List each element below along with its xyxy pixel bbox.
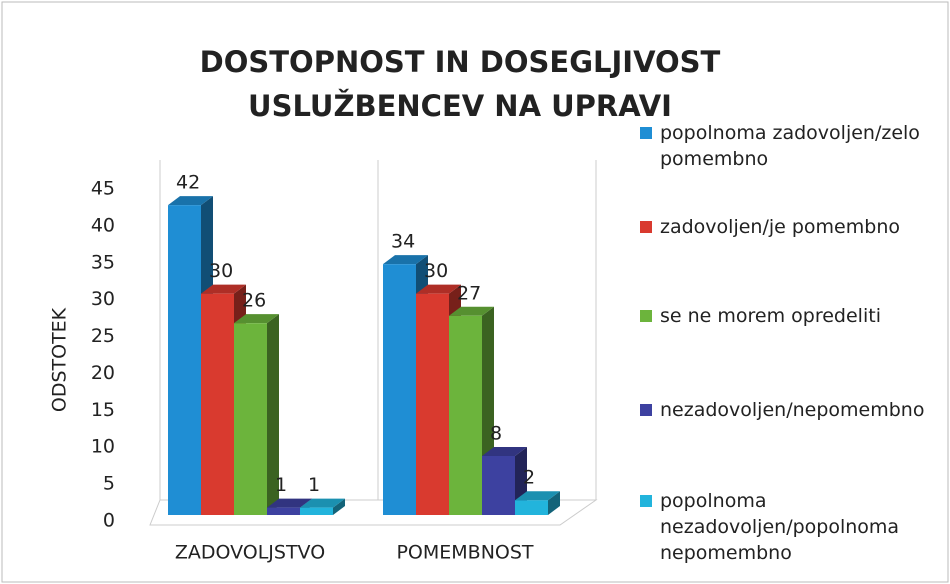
legend-label: popolnoma zadovoljen/zelo pomembno — [660, 122, 920, 170]
bar-top — [234, 314, 279, 324]
legend-item: se ne morem opredeliti — [640, 303, 940, 329]
data-label: 42 — [176, 172, 200, 194]
data-label: 1 — [275, 474, 287, 496]
y-axis-label: ODSTOTEK — [49, 307, 71, 412]
bar — [201, 293, 234, 515]
bar — [449, 315, 482, 515]
bar-side — [333, 498, 345, 515]
chart-title: DOSTOPNOST IN DOSEGLJIVOST USLUŽBENCEV N… — [199, 45, 721, 123]
bar — [515, 500, 548, 515]
bar — [234, 323, 267, 515]
bar-top — [168, 196, 213, 206]
bar — [168, 205, 201, 515]
legend-item: nezadovoljen/nepomembno — [640, 397, 940, 423]
legend-swatch — [640, 404, 652, 416]
y-tick-label: 45 — [91, 178, 115, 200]
data-label: 30 — [209, 260, 233, 282]
data-label: 1 — [308, 474, 320, 496]
legend-item: popolnoma nezadovoljen/popolnoma nepomem… — [640, 488, 940, 566]
legend-swatch — [640, 495, 652, 507]
data-label: 8 — [490, 422, 502, 444]
x-tick-label: POMEMBNOST — [396, 542, 533, 564]
bar-top — [300, 498, 345, 508]
bar-top — [201, 284, 246, 294]
data-label: 2 — [523, 467, 535, 489]
bar — [416, 293, 449, 515]
legend-item: zadovoljen/je pomembno — [640, 214, 940, 240]
y-tick-label: 20 — [91, 362, 115, 384]
legend-swatch — [640, 310, 652, 322]
data-label: 26 — [242, 290, 266, 312]
bar-side — [267, 314, 279, 515]
bar-top — [416, 284, 461, 294]
legend-label: zadovoljen/je pomembno — [660, 216, 900, 238]
legend-label: se ne morem opredeliti — [660, 305, 881, 327]
bar — [300, 507, 333, 515]
y-tick-label: 15 — [91, 399, 115, 421]
bar-top — [515, 491, 560, 501]
bar — [383, 264, 416, 515]
bar-side — [548, 491, 560, 515]
data-label: 34 — [391, 231, 415, 253]
legend-swatch — [640, 221, 652, 233]
data-label: 27 — [457, 282, 481, 304]
legend-item: popolnoma zadovoljen/zelo pomembno — [640, 120, 940, 172]
x-tick-label: ZADOVOLJSTVO — [175, 542, 325, 564]
y-tick-label: 30 — [91, 288, 115, 310]
legend-swatch — [640, 127, 652, 139]
bar-top — [449, 306, 494, 316]
bar-top — [267, 498, 312, 508]
y-tick-label: 10 — [91, 436, 115, 458]
y-tick-label: 35 — [91, 251, 115, 273]
bar-top — [482, 446, 527, 456]
legend-label: nezadovoljen/nepomembno — [660, 399, 925, 421]
legend-label: popolnoma nezadovoljen/popolnoma nepomem… — [660, 490, 900, 564]
data-label: 30 — [424, 260, 448, 282]
y-tick-label: 5 — [103, 473, 115, 495]
y-tick-label: 25 — [91, 325, 115, 347]
y-tick-label: 40 — [91, 214, 115, 236]
y-tick-label: 0 — [103, 510, 115, 532]
bar — [482, 455, 515, 515]
bar-top — [383, 255, 428, 265]
bar — [267, 507, 300, 515]
